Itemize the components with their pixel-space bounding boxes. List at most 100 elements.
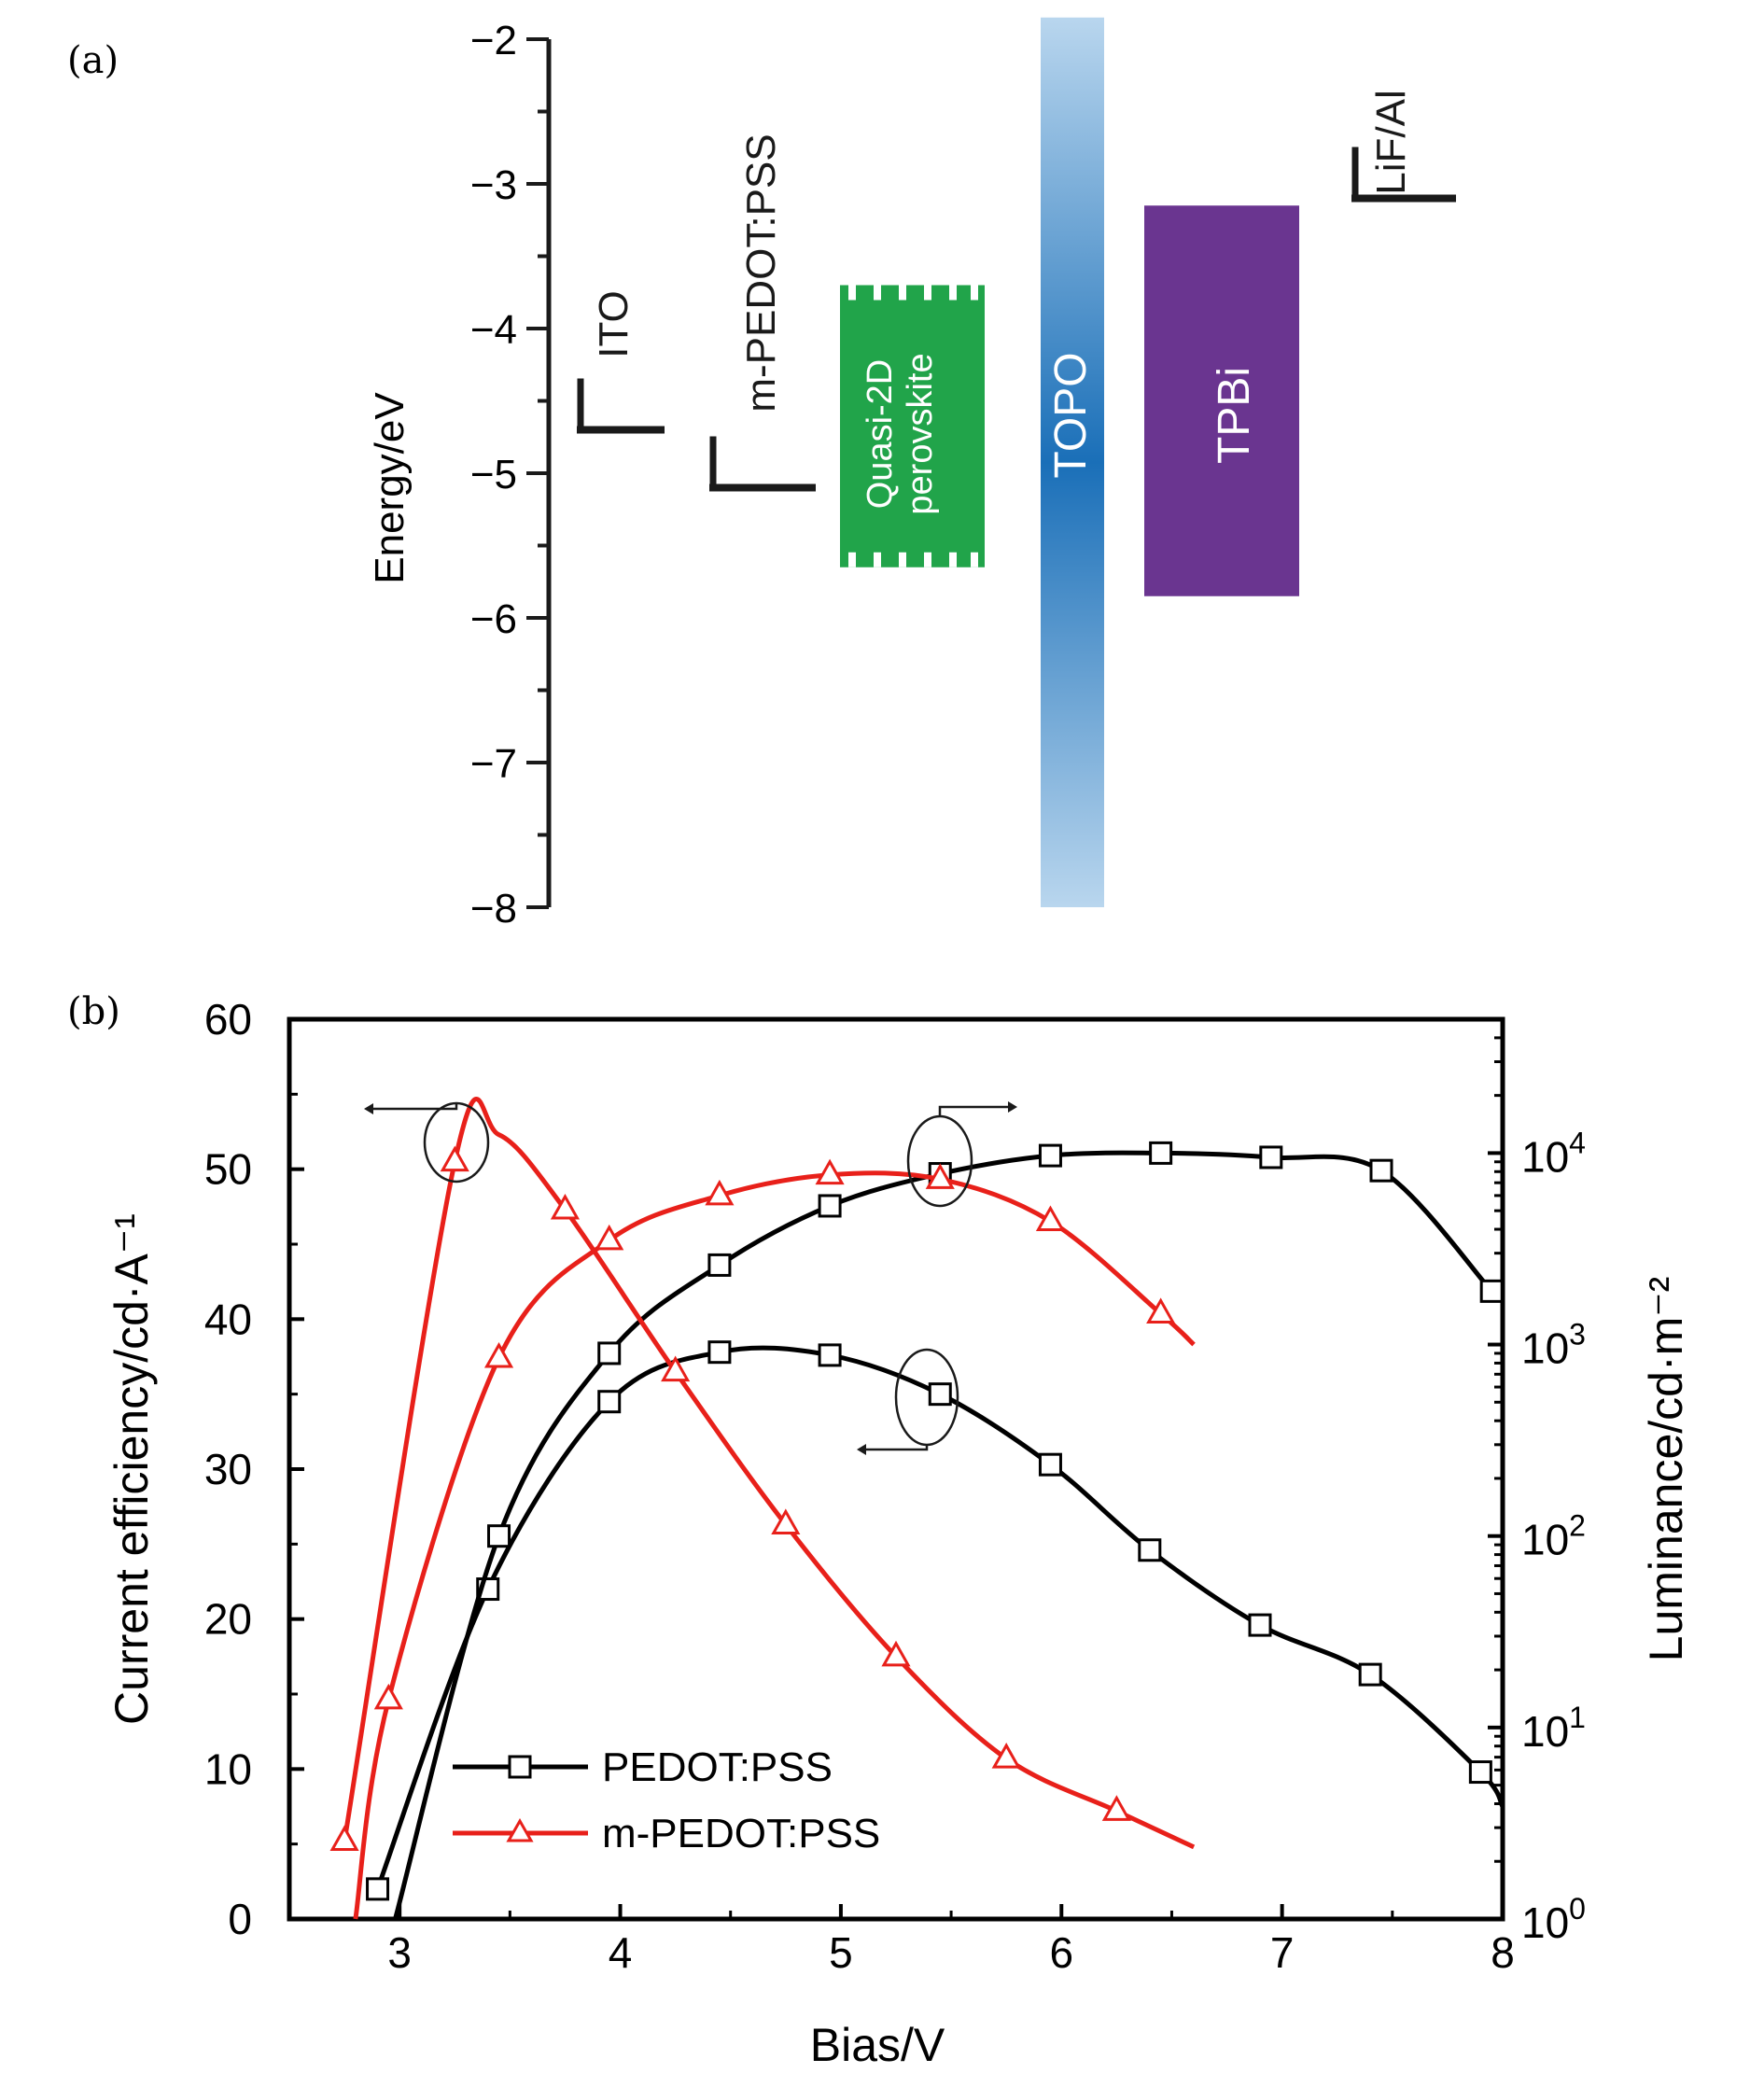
perovskite-notch xyxy=(874,285,881,301)
energy-tick-label: −2 xyxy=(470,18,517,63)
band-tpbi-label: TPBi xyxy=(1210,367,1259,464)
energy-tick-label: −4 xyxy=(470,307,517,353)
series-layer xyxy=(329,1097,1505,1920)
right-y-axis-title: Luminance/cd·m⁻² xyxy=(1640,1277,1692,1662)
data-point-pedot-pss-current-efficiency xyxy=(1138,1538,1162,1562)
perovskite-notch xyxy=(899,285,906,301)
data-point-m-pedot-pss-current-efficiency xyxy=(329,1825,359,1851)
x-tick-label: 8 xyxy=(1491,1928,1515,1977)
y2-tick-label: 101 xyxy=(1521,1701,1586,1756)
data-point-m-pedot-pss-current-efficiency xyxy=(550,1193,581,1220)
x-tick-label: 7 xyxy=(1270,1928,1295,1977)
data-point-pedot-pss-luminance xyxy=(487,1524,511,1548)
level-lif-al-label: LiF/Al xyxy=(1368,90,1414,194)
y2-tick-label: 104 xyxy=(1521,1126,1586,1181)
y2-tick-label: 102 xyxy=(1521,1509,1586,1564)
data-point-pedot-pss-luminance xyxy=(597,1341,622,1366)
series-line-m-pedot-pss-current-efficiency xyxy=(342,1097,1196,1850)
y-tick-label: 30 xyxy=(204,1445,252,1493)
band-quasi-2d-perovskite-label: Quasi-2D xyxy=(861,359,900,510)
x-tick-label: 4 xyxy=(609,1928,633,1977)
band-quasi-2d-perovskite-label-2: perovskite xyxy=(901,353,940,514)
band-quasi-2d-perovskite-rect xyxy=(840,285,985,567)
data-point-pedot-pss-current-efficiency xyxy=(928,1382,952,1407)
level-m-pedot-pss-marker xyxy=(709,436,816,492)
efficiency-luminance-panel: (b) 3 4 5 6 7 8 0 10 20 30 40 50 60 100 101 102 103 104… xyxy=(67,990,1692,2071)
band-tpbi-rect xyxy=(1144,205,1299,596)
data-point-pedot-pss-current-efficiency xyxy=(1248,1613,1272,1637)
x-tick-label: 5 xyxy=(829,1928,853,1977)
level-m-pedot-pss: m-PEDOT:PSS xyxy=(709,133,816,492)
data-point-pedot-pss-luminance xyxy=(1369,1158,1393,1183)
energy-tick-label: −8 xyxy=(470,886,517,931)
data-point-m-pedot-pss-luminance xyxy=(1035,1205,1066,1232)
legend-item-pedot-pss: PEDOT:PSS xyxy=(453,1744,833,1790)
data-point-m-pedot-pss-current-efficiency xyxy=(440,1145,469,1172)
series-line-pedot-pss-luminance xyxy=(393,1150,1494,1920)
perovskite-notch xyxy=(949,285,957,301)
plot-frame xyxy=(287,1016,1505,1922)
x-tick-label: 3 xyxy=(387,1928,412,1977)
energy-tick-label: −6 xyxy=(470,596,517,642)
y2-tick-label: 100 xyxy=(1521,1892,1586,1947)
y-tick-label: 60 xyxy=(204,995,252,1044)
data-point-m-pedot-pss-luminance xyxy=(815,1158,845,1185)
x-tick-label: 6 xyxy=(1049,1928,1073,1977)
band-quasi-2d-perovskite: Quasi-2D perovskite xyxy=(840,285,985,567)
energy-axis-ticks: −2 −3 −4 −5 −6 −7 −8 xyxy=(470,18,549,931)
annotation-left-arrow-2 xyxy=(857,1348,959,1455)
legend-label-m-pedot-pss: m-PEDOT:PSS xyxy=(602,1811,880,1856)
data-point-pedot-pss-current-efficiency xyxy=(818,1343,842,1367)
level-ito-label: ITO xyxy=(591,290,637,358)
series-m-pedot-pss-luminance xyxy=(353,1158,1196,1920)
perovskite-notch xyxy=(899,552,906,567)
level-lif-al-marker xyxy=(1351,147,1456,203)
level-ito-marker xyxy=(577,378,665,434)
data-point-pedot-pss-current-efficiency xyxy=(1468,1760,1492,1785)
perovskite-notch xyxy=(924,552,931,567)
legend-item-m-pedot-pss: m-PEDOT:PSS xyxy=(453,1811,880,1856)
energy-diagram-panel: (a) −2 −3 −4 −5 −6 −7 −8 Energy/eV Quasi-2D pe… xyxy=(67,17,1456,931)
series-m-pedot-pss-current-efficiency xyxy=(329,1097,1196,1851)
perovskite-notch xyxy=(971,285,978,301)
data-point-m-pedot-pss-luminance xyxy=(925,1163,955,1189)
perovskite-notch xyxy=(924,285,931,301)
axis-ticks xyxy=(287,1017,1505,1921)
data-point-pedot-pss-current-efficiency xyxy=(366,1877,390,1901)
perovskite-notch xyxy=(848,285,856,301)
perovskite-notch xyxy=(874,552,881,567)
data-point-m-pedot-pss-current-efficiency xyxy=(661,1355,691,1382)
band-topo-label: TOPO xyxy=(1046,352,1096,478)
right-y-tick-labels: 100 101 102 103 104 xyxy=(1521,1126,1586,1947)
y-tick-label: 10 xyxy=(204,1744,252,1793)
left-y-axis-title: Current efficiency/cd·A⁻¹ xyxy=(105,1213,158,1725)
series-pedot-pss-current-efficiency xyxy=(366,1340,1505,1901)
energy-tick-label: −7 xyxy=(470,741,517,787)
data-point-pedot-pss-luminance xyxy=(1259,1145,1283,1170)
level-lif-al: LiF/Al xyxy=(1351,90,1456,203)
data-point-pedot-pss-current-efficiency xyxy=(1038,1452,1062,1477)
data-point-pedot-pss-current-efficiency xyxy=(707,1340,732,1365)
band-tpbi: TPBi xyxy=(1144,205,1299,596)
panel-b-label: (b) xyxy=(67,990,120,1033)
data-point-pedot-pss-luminance xyxy=(1479,1279,1504,1303)
annotation-left-arrow-1 xyxy=(364,1101,490,1184)
data-point-pedot-pss-luminance xyxy=(707,1253,732,1277)
data-point-pedot-pss-current-efficiency xyxy=(597,1390,622,1414)
data-point-m-pedot-pss-luminance xyxy=(1146,1297,1176,1324)
y-tick-label: 40 xyxy=(204,1295,252,1343)
y-tick-label: 50 xyxy=(204,1145,252,1194)
data-point-m-pedot-pss-current-efficiency xyxy=(1101,1795,1131,1821)
data-point-m-pedot-pss-luminance xyxy=(705,1179,735,1206)
band-topo: TOPO xyxy=(1041,17,1104,907)
energy-axis-title: Energy/eV xyxy=(367,392,413,584)
y-tick-label: 0 xyxy=(228,1895,252,1943)
perovskite-notch xyxy=(971,552,978,567)
data-point-m-pedot-pss-luminance xyxy=(373,1683,403,1710)
energy-tick-label: −5 xyxy=(470,452,517,497)
data-point-m-pedot-pss-luminance xyxy=(483,1341,514,1368)
y-tick-label: 20 xyxy=(204,1595,252,1644)
perovskite-notch xyxy=(949,552,957,567)
data-point-pedot-pss-current-efficiency xyxy=(1358,1662,1382,1687)
